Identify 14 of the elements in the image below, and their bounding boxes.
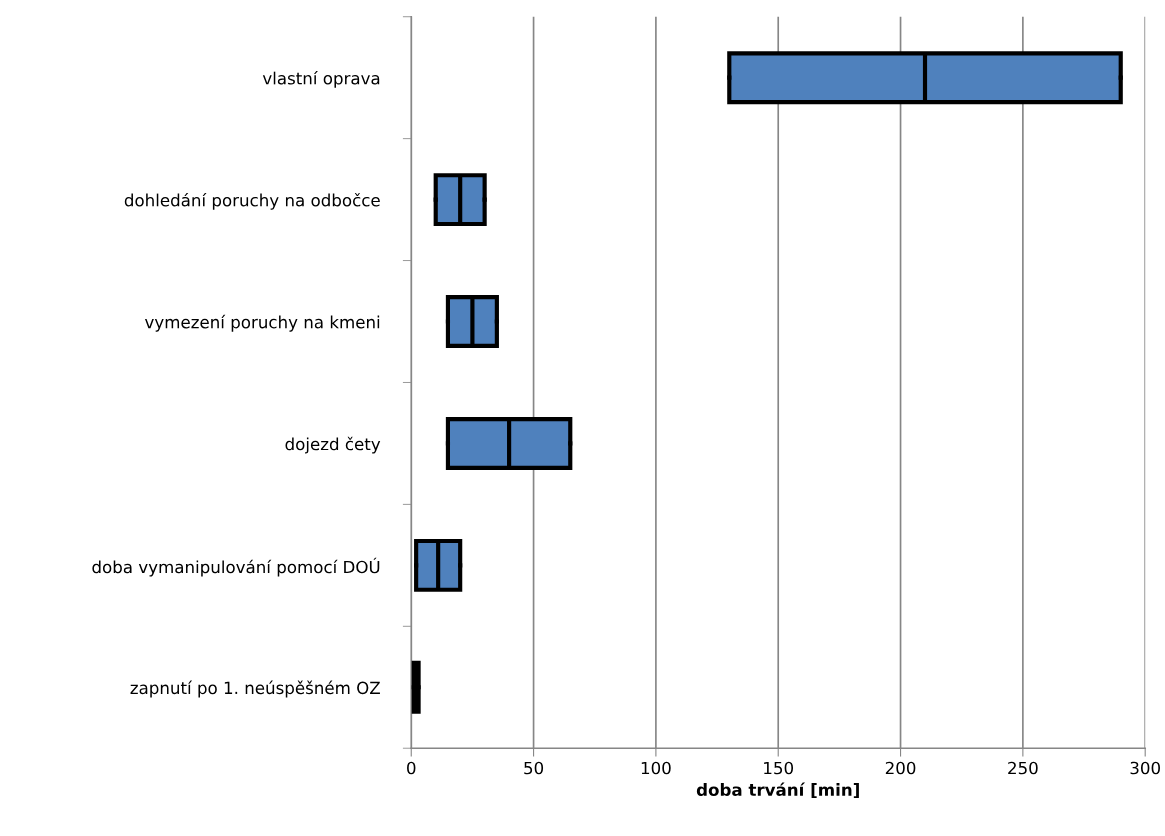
- x-tick-label: 250: [1008, 761, 1038, 775]
- x-tick-label: 200: [885, 761, 916, 775]
- y-tick-label: dohledání poruchy na odbočce: [124, 192, 380, 210]
- y-tick-label: dojezd čety: [285, 436, 381, 454]
- x-axis-title: doba trvání [min]: [696, 782, 859, 798]
- x-tick-label: 100: [641, 761, 671, 775]
- y-tick-label: doba vymanipulování pomocí DOÚ: [92, 557, 380, 577]
- y-tick-label: vlastní oprava: [262, 71, 380, 88]
- x-tick-label: 300: [1130, 761, 1160, 775]
- y-tick-label: zapnutí po 1. neúspěšném OZ: [130, 680, 380, 698]
- x-tick-label: 0: [407, 761, 416, 775]
- x-tick-label: 150: [764, 761, 794, 775]
- x-tick-label: 50: [524, 761, 544, 775]
- y-tick-label: vymezení poruchy na kmeni: [144, 314, 380, 332]
